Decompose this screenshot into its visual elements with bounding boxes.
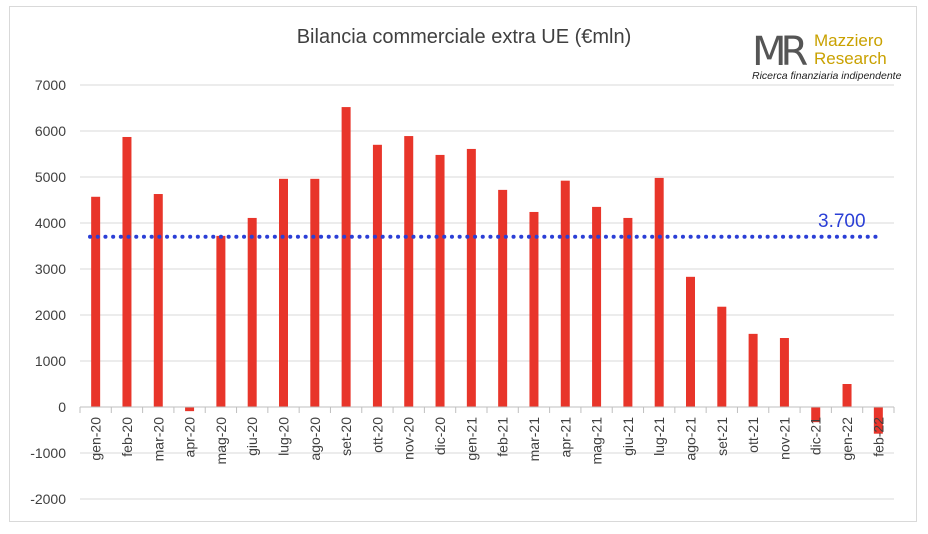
x-tick-label: dic-21	[808, 417, 824, 455]
bar	[592, 206, 602, 407]
logo-name-line1: Mazziero	[814, 31, 883, 50]
x-tick-label: lug-21	[651, 417, 667, 456]
bar	[779, 338, 789, 407]
x-tick-label: feb-20	[119, 417, 135, 457]
x-tick-label: giu-21	[620, 417, 636, 456]
bar	[435, 154, 445, 407]
bar	[811, 407, 821, 423]
y-tick-label: 5000	[35, 169, 66, 185]
x-tick-label: apr-20	[182, 417, 198, 458]
bar	[122, 136, 132, 408]
bar	[153, 194, 163, 407]
x-tick-label: nov-20	[401, 417, 417, 460]
bar	[560, 180, 570, 407]
x-tick-label: mar-20	[150, 417, 166, 462]
gridlines	[80, 84, 894, 500]
x-tick-label: mar-21	[526, 417, 542, 462]
bar	[372, 144, 382, 408]
bar	[91, 196, 101, 407]
y-tick-label: -1000	[30, 445, 66, 461]
y-tick-label: 4000	[35, 215, 66, 231]
bar	[686, 276, 695, 407]
bar	[466, 148, 476, 407]
y-tick-label: 2000	[35, 307, 66, 323]
bar	[216, 235, 226, 407]
y-tick-label: 0	[58, 399, 66, 415]
x-tick-label: gen-20	[88, 417, 104, 461]
y-axis: 7000 6000 5000 4000 3000 2000 1000 0 -1000 -2000	[30, 77, 66, 507]
bars	[91, 107, 883, 434]
x-tick-label: ott-21	[745, 417, 761, 453]
y-tick-label: 3000	[35, 261, 66, 277]
bar	[247, 217, 257, 407]
y-tick-label: 7000	[35, 77, 66, 93]
y-tick-label: 1000	[35, 353, 66, 369]
x-axis: gen-20 feb-20 mar-20 apr-20 mag-20 giu-20 lug-…	[79, 406, 895, 465]
bar	[748, 333, 758, 407]
x-tick-label: set-20	[338, 417, 354, 456]
bar	[279, 178, 288, 407]
x-tick-label: feb-22	[870, 417, 886, 457]
bar	[717, 306, 727, 407]
mazziero-research-logo: MR Mazziero Research Ricerca finanziaria…	[752, 30, 912, 82]
x-tick-label: ott-20	[369, 417, 385, 453]
reference-line-label: 3.700	[818, 211, 866, 232]
bar	[623, 217, 633, 407]
bar	[498, 189, 508, 407]
x-tick-label: dic-20	[432, 417, 448, 455]
y-tick-label: -2000	[30, 491, 66, 507]
x-tick-label: lug-20	[276, 417, 292, 456]
reference-line-group: 3.700	[88, 211, 882, 239]
bar	[842, 384, 852, 407]
x-tick-label: feb-21	[495, 417, 511, 457]
x-tick-label: apr-21	[557, 417, 573, 458]
x-tick-label: ago-20	[307, 417, 323, 461]
x-tick-label: set-21	[714, 417, 730, 456]
bar	[310, 178, 320, 407]
x-tick-label: gen-21	[463, 417, 479, 461]
bar	[873, 407, 883, 434]
x-tick-label: mag-21	[589, 417, 605, 465]
x-tick-label: nov-21	[776, 417, 792, 460]
x-tick-label: giu-20	[244, 417, 260, 456]
x-tick-label: gen-22	[839, 417, 855, 461]
logo-name-line2: Research	[814, 49, 887, 68]
chart-title: Bilancia commerciale extra UE (€mln)	[296, 26, 632, 48]
y-tick-label: 6000	[35, 123, 66, 139]
bar	[185, 407, 195, 412]
bar	[529, 211, 539, 407]
logo-tagline: Ricerca finanziaria indipendente	[752, 70, 902, 82]
bar	[404, 136, 414, 407]
x-tick-label: ago-21	[683, 417, 699, 461]
bar	[654, 177, 664, 407]
bar	[341, 107, 351, 407]
logo-mark: MR	[752, 29, 808, 75]
x-tick-label: mag-20	[213, 417, 229, 465]
